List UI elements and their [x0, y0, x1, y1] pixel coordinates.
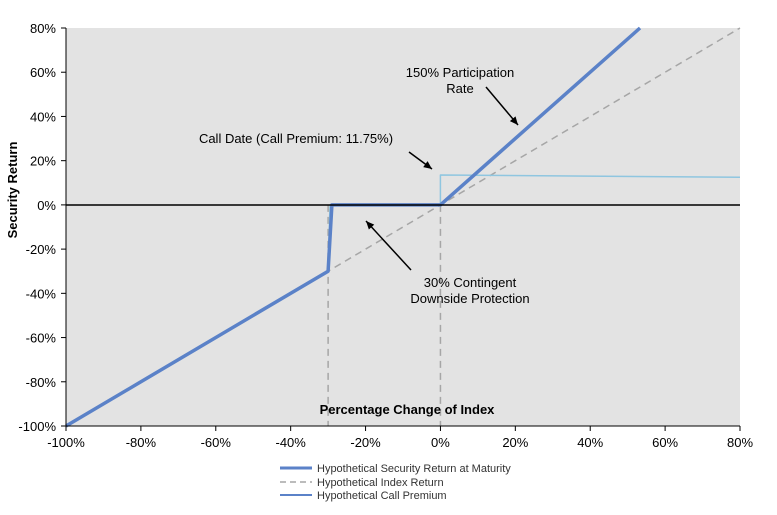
x-tick-label: 0%	[431, 435, 450, 450]
arrowhead	[509, 116, 518, 125]
y-tick-label: 80%	[30, 21, 56, 36]
arrowhead	[423, 161, 432, 169]
annotation-participation-arrow	[485, 86, 519, 126]
x-axis-title: Percentage Change of Index	[320, 402, 496, 417]
x-tick-label: 40%	[577, 435, 603, 450]
annotation-protection-line1: 30% Contingent	[424, 275, 517, 290]
annotation-protection-line2: Downside Protection	[410, 291, 529, 306]
y-axis-title: Security Return	[5, 142, 20, 239]
annotation-participation-line1: 150% Participation	[406, 65, 514, 80]
x-tick-label: 60%	[652, 435, 678, 450]
arrowhead	[366, 221, 375, 230]
x-tick-label: 80%	[727, 435, 753, 450]
y-tick-label: -60%	[26, 331, 57, 346]
y-tick-label: 20%	[30, 154, 56, 169]
annotation-call-date: Call Date (Call Premium: 11.75%)	[199, 131, 393, 146]
y-tick-label: -100%	[18, 419, 56, 434]
x-tick-label: -60%	[201, 435, 232, 450]
x-tick-label: 20%	[502, 435, 528, 450]
y-tick-label: -80%	[26, 375, 57, 390]
legend-label-call-premium: Hypothetical Call Premium	[317, 490, 447, 502]
y-tick-label: -40%	[26, 286, 57, 301]
legend: Hypothetical Security Return at Maturity…	[280, 463, 511, 502]
y-tick-label: 60%	[30, 65, 56, 80]
x-tick-label: -40%	[275, 435, 306, 450]
x-tick-label: -20%	[350, 435, 381, 450]
legend-label-security-return: Hypothetical Security Return at Maturity	[317, 463, 511, 475]
y-tick-label: 40%	[30, 109, 56, 124]
legend-label-index-return: Hypothetical Index Return	[317, 477, 444, 489]
y-tick-label: 0%	[37, 198, 56, 213]
annotation-protection-arrow	[365, 220, 412, 271]
annotation-participation-line2: Rate	[446, 81, 473, 96]
x-tick-label: -100%	[47, 435, 85, 450]
x-tick-label: -80%	[126, 435, 157, 450]
y-tick-label: -20%	[26, 242, 57, 257]
series-index-return-line	[65, 27, 741, 427]
